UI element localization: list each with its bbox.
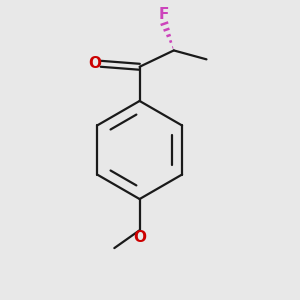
Text: O: O <box>88 56 101 71</box>
Text: O: O <box>133 230 146 245</box>
Text: F: F <box>158 7 169 22</box>
